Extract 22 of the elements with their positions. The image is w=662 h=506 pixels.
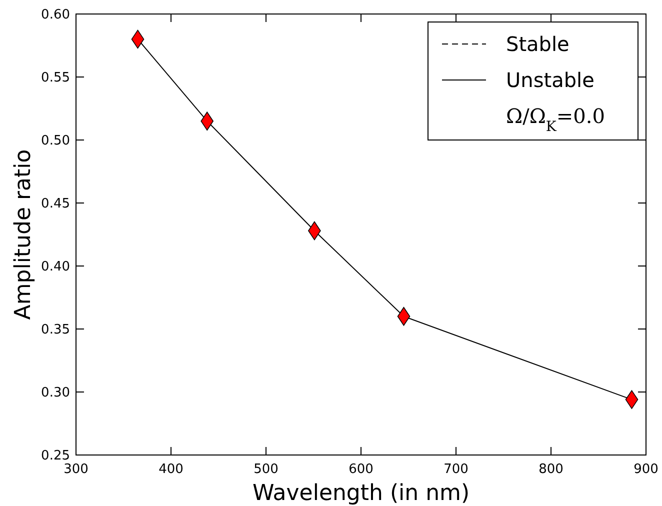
x-tick-label: 500 [254, 462, 278, 477]
x-tick-label: 700 [444, 462, 468, 477]
y-tick-label: 0.35 [41, 322, 70, 338]
y-tick-label: 0.60 [41, 8, 70, 22]
legend-label: Unstable [506, 68, 594, 92]
y-axis-title: Amplitude ratio [11, 149, 36, 320]
x-tick-label: 600 [348, 462, 374, 477]
legend-label: Stable [506, 32, 570, 56]
x-tick-label: 900 [634, 462, 658, 477]
y-tick-label: 0.30 [41, 386, 70, 400]
y-tick-label: 0.40 [41, 260, 70, 274]
point [397, 307, 410, 326]
annotation: Ω/Ω$_{K}$=0.0 [506, 104, 605, 135]
y-tick-label: 0.25 [41, 448, 70, 464]
x-tick-label: 300 [64, 462, 88, 477]
point [625, 390, 638, 409]
y-tick-label: 0.45 [41, 196, 70, 212]
y-tick-label: 0.55 [41, 70, 70, 86]
x-tick-label: 400 [158, 462, 184, 477]
y-tick-label: 0.50 [41, 134, 70, 148]
x-axis-title: Wavelength (in nm) [252, 481, 470, 506]
x-tick-label: 800 [538, 462, 564, 477]
